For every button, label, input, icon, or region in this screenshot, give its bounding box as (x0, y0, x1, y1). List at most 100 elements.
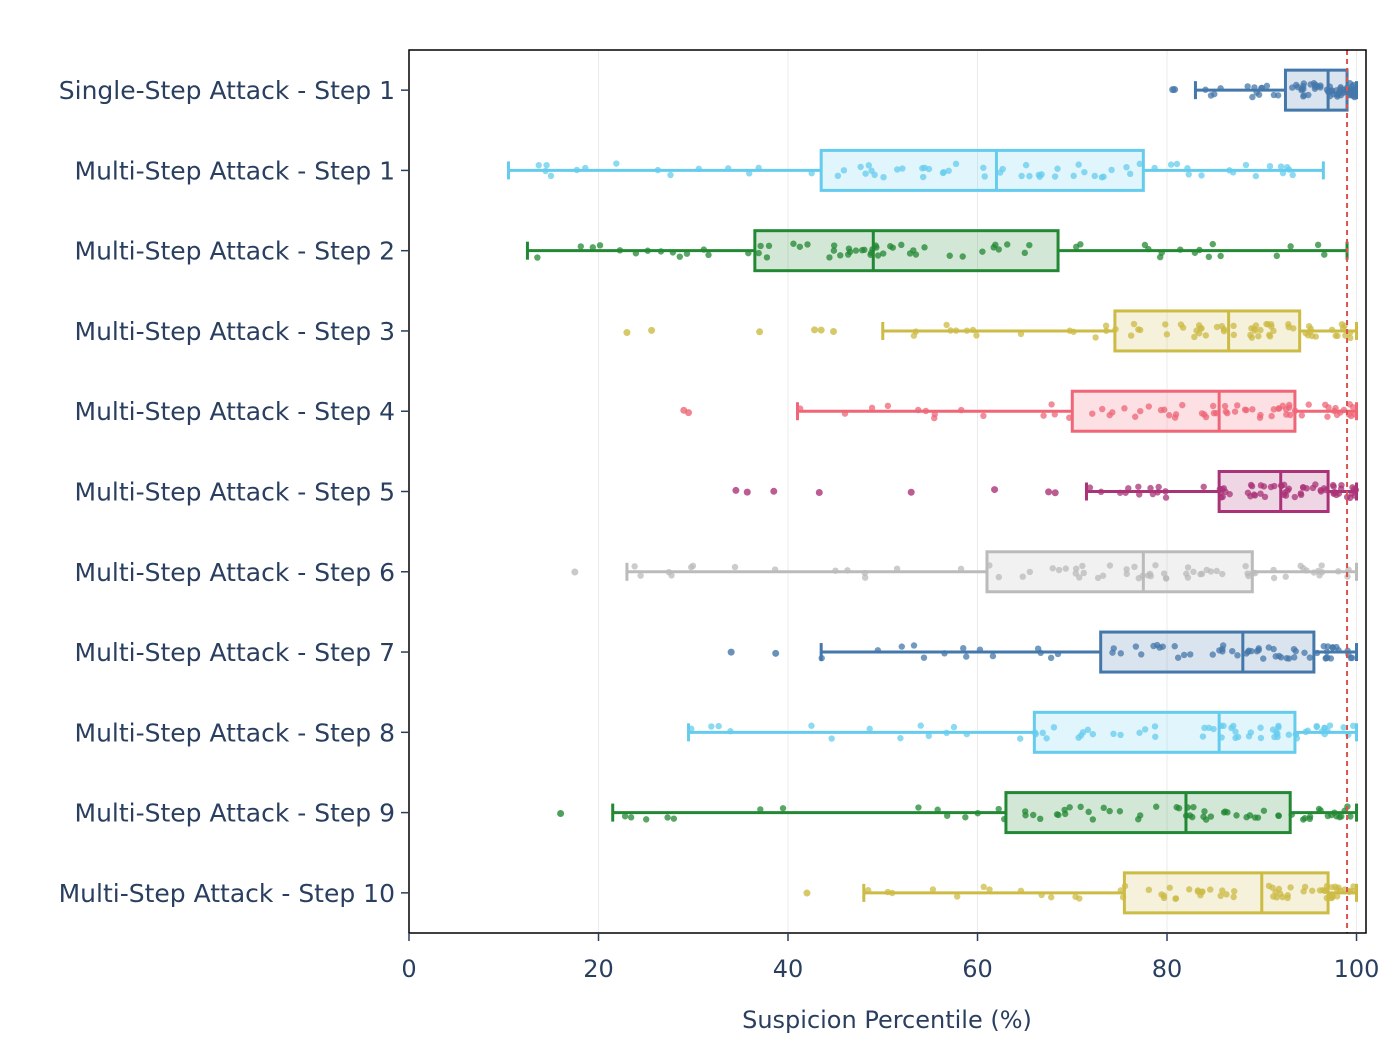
data-point (631, 563, 638, 570)
box-series (625, 550, 1359, 594)
x-tick-label: 60 (962, 955, 993, 983)
data-point (1062, 810, 1069, 818)
data-point (1177, 321, 1185, 328)
data-point (1273, 252, 1280, 260)
data-point (1217, 892, 1224, 900)
data-point (1110, 730, 1117, 738)
data-point (917, 722, 924, 729)
data-point (1274, 92, 1282, 99)
data-point (1251, 814, 1259, 821)
box-series (525, 229, 1349, 273)
data-point (1077, 732, 1085, 739)
data-point (1121, 405, 1128, 412)
data-point (1037, 815, 1044, 823)
data-point (995, 805, 1002, 813)
data-point (857, 163, 864, 171)
data-point (1318, 562, 1325, 569)
data-point (1255, 333, 1262, 340)
data-point (1223, 891, 1230, 898)
iqr-box (1099, 630, 1316, 674)
data-point (1268, 412, 1275, 420)
data-point (1284, 487, 1291, 494)
data-point (547, 172, 555, 180)
data-point (796, 243, 804, 250)
outlier-point (571, 568, 579, 576)
iqr-box (753, 229, 1060, 273)
data-point (1231, 888, 1238, 895)
data-point (925, 165, 933, 173)
data-point (830, 242, 838, 249)
data-point (1019, 573, 1026, 580)
data-point (596, 242, 604, 249)
data-point (915, 804, 922, 811)
y-tick-label: Multi-Step Attack - Step 6 (75, 558, 396, 587)
data-point (1195, 330, 1203, 337)
box-series (687, 710, 1359, 754)
data-point (1132, 643, 1140, 650)
data-point (1053, 811, 1061, 818)
data-point (986, 886, 993, 893)
data-point (1253, 648, 1261, 655)
data-point (884, 402, 892, 410)
data-point (1282, 573, 1289, 580)
data-point (1072, 570, 1079, 577)
data-point (1175, 804, 1183, 812)
data-point (1306, 815, 1313, 823)
iqr-box (1122, 871, 1330, 915)
data-point (1171, 414, 1179, 421)
data-point (1106, 807, 1113, 815)
data-point (889, 244, 896, 251)
data-point (1230, 322, 1237, 330)
data-point (1333, 643, 1340, 651)
data-point (1297, 490, 1304, 497)
series-points (535, 160, 1296, 181)
data-point (1310, 80, 1318, 87)
data-point (1160, 570, 1168, 577)
outlier-point (811, 326, 819, 334)
outlier-point (1045, 488, 1053, 496)
box-series (506, 148, 1325, 192)
data-point (664, 814, 671, 821)
data-point (1297, 562, 1304, 570)
data-point (757, 806, 764, 813)
data-point (1146, 570, 1154, 578)
data-point (1066, 804, 1073, 811)
outlier-point (623, 329, 631, 337)
data-point (979, 248, 986, 255)
data-point (1229, 647, 1236, 655)
data-point (1287, 243, 1294, 250)
data-point (1130, 320, 1138, 328)
data-point (1300, 93, 1307, 100)
data-point (1116, 808, 1124, 815)
data-point (676, 253, 683, 260)
data-point (637, 572, 644, 579)
data-point (1026, 568, 1034, 576)
data-point (828, 735, 835, 742)
data-point (1279, 893, 1286, 901)
data-point (670, 815, 678, 822)
data-point (1163, 331, 1171, 338)
data-point (1290, 645, 1298, 653)
data-point (1081, 168, 1088, 176)
data-point (1131, 563, 1138, 571)
data-point (1230, 722, 1237, 730)
data-point (1167, 161, 1175, 168)
outlier-point (991, 486, 999, 494)
data-point (1321, 724, 1328, 732)
data-point (1249, 93, 1256, 101)
data-point (1287, 884, 1294, 891)
data-point (1029, 811, 1037, 819)
data-point (1334, 332, 1341, 340)
data-point (621, 813, 629, 820)
x-tick-label: 20 (583, 955, 614, 983)
outlier-point (685, 409, 693, 417)
data-point (840, 167, 848, 174)
data-point (1300, 888, 1307, 895)
data-point (1138, 651, 1145, 658)
data-point (1209, 402, 1217, 410)
data-point (1086, 484, 1094, 491)
data-point (1289, 171, 1296, 179)
data-point (1202, 332, 1210, 339)
data-point (898, 643, 905, 650)
